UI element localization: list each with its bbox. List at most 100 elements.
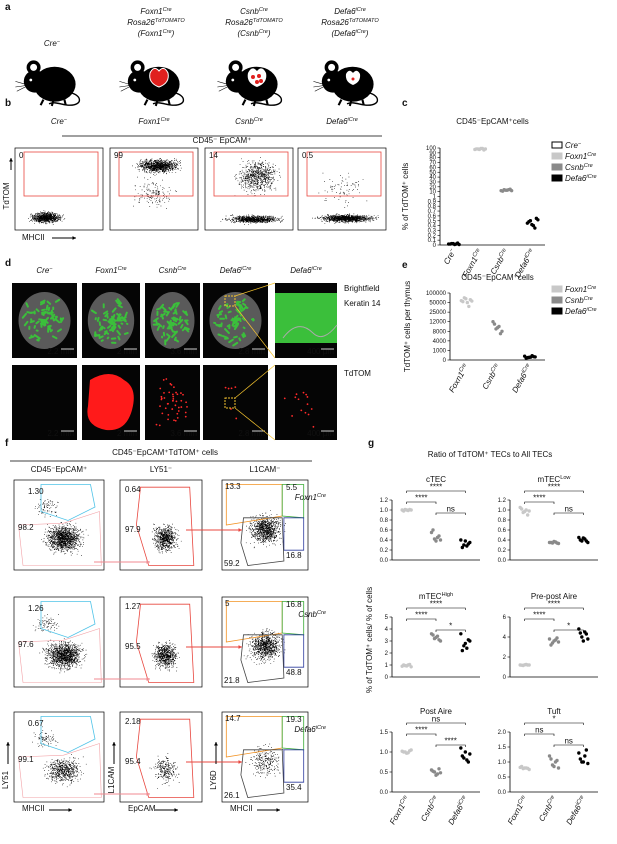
gate [306, 151, 382, 197]
genotype-sup: TdTOMATO [155, 18, 185, 24]
channel-label: Keratin 14 [344, 299, 381, 308]
column-label: CD45⁻EpCAM⁺ [31, 465, 87, 474]
y-tick-label: 6 [503, 615, 507, 621]
tdtom-cell [307, 413, 310, 416]
point [527, 220, 531, 224]
keratin-stain [91, 298, 129, 344]
y-tick-label: 10 [429, 190, 436, 196]
panel-letter: e [402, 260, 408, 271]
point [461, 299, 465, 304]
significance-label: * [552, 715, 555, 724]
point [503, 188, 508, 192]
y-tick-label: 50000 [429, 301, 446, 307]
cells [32, 614, 88, 674]
y-tick-label: 0.0 [380, 790, 389, 796]
tdtom-cell [224, 386, 227, 389]
y-tick-label: 1.5 [380, 730, 389, 736]
panel-letter: b [5, 98, 11, 109]
y-tick-label: 0.6 [428, 214, 437, 220]
gate-value: 99.1 [18, 755, 34, 764]
genotype: Foxn1Cre [140, 7, 171, 16]
scale-bar-label: 2 mm [117, 429, 137, 438]
point [431, 633, 435, 637]
tdtom-cell [295, 393, 298, 396]
gate-value: 1.30 [28, 487, 44, 496]
gate [18, 511, 102, 566]
point [533, 226, 537, 230]
significance-label: **** [415, 726, 427, 735]
point [522, 509, 527, 514]
point [466, 638, 471, 642]
tdtom-cell [171, 393, 174, 396]
genotype: (Defa6iCre) [332, 29, 369, 38]
strain-text: Defa6 [220, 266, 242, 275]
cells [245, 743, 284, 779]
gate-value: 16.8 [286, 600, 302, 609]
legend-label: CsnbCre [565, 296, 593, 305]
genotype-text: ) [267, 29, 271, 38]
point [578, 631, 583, 635]
y-tick-label: 0.3 [428, 228, 437, 234]
significance-bracket [524, 733, 555, 736]
labelled-cells [251, 75, 255, 79]
tdtom-cell [174, 404, 177, 407]
y-tick-label: 0.8 [498, 518, 507, 524]
significance-label: * [449, 622, 452, 631]
legend-label-sup: Cre [584, 163, 593, 169]
genotype: (CsnbCre) [237, 29, 270, 38]
plot-frame [221, 596, 309, 688]
significance-bracket [406, 733, 437, 736]
legend-label: Foxn1Cre [565, 152, 596, 161]
gate-value: 14 [209, 151, 218, 160]
genotype-sup: TdTOMATO [253, 18, 283, 24]
tdtom-cell [235, 417, 238, 420]
y-tick-label: 1000 [433, 348, 447, 354]
gate [23, 151, 99, 197]
tdtom-cell [184, 415, 187, 418]
tdtom-cell [173, 386, 175, 389]
x-tick-label-text: Defa6 [446, 803, 465, 826]
zoom-line [234, 407, 276, 441]
scale-bar-label: 400 µm [307, 429, 334, 438]
significance-bracket [435, 512, 466, 515]
legend-marker [551, 307, 563, 315]
y-tick-label: 3 [385, 639, 389, 645]
point [434, 635, 438, 640]
genotype-text: ) [365, 29, 369, 38]
point [459, 538, 463, 542]
y-tick-label: 25000 [429, 310, 446, 316]
arrow-head [276, 808, 280, 812]
y-tick-label: 0 [433, 243, 437, 249]
scale-bar-label: 3.6 mm [170, 347, 197, 356]
y-tick-label: 0.0 [498, 790, 507, 796]
y-tick-label: 0.0 [380, 558, 389, 564]
tdtom-cell [173, 419, 175, 422]
legend-label-text: Defa6 [565, 307, 587, 316]
tdtom-cell [185, 401, 188, 404]
significance-bracket [553, 512, 584, 515]
point [586, 761, 590, 766]
strain: Defa6iCre [294, 725, 326, 734]
significance-label: **** [533, 494, 545, 503]
point [463, 641, 468, 646]
legend-label: Cre− [565, 141, 582, 150]
y-axis-label: % of TdTOM⁺ cells/ % of cells [365, 587, 374, 693]
tdtom-cell [167, 413, 170, 416]
tdtom-cell [162, 379, 165, 381]
micrograph [275, 365, 337, 440]
cells [243, 628, 286, 666]
x-tick-label: Defa6iCre [510, 363, 534, 395]
strain-text: Cre [51, 117, 64, 126]
genotype-sup: iCre [356, 29, 366, 35]
x-tick-label-sup: Cre [472, 248, 482, 259]
point [483, 147, 488, 151]
micrograph [145, 365, 200, 440]
y-tick-label: 0 [503, 675, 507, 681]
legend-label-text: Csnb [565, 296, 584, 305]
significance-label: * [567, 622, 570, 631]
point [519, 507, 524, 511]
legend-label-sup: iCre [586, 174, 596, 180]
plot-frame [204, 147, 294, 231]
zoom-box [224, 397, 236, 409]
strain-sup: Cre [177, 266, 186, 272]
